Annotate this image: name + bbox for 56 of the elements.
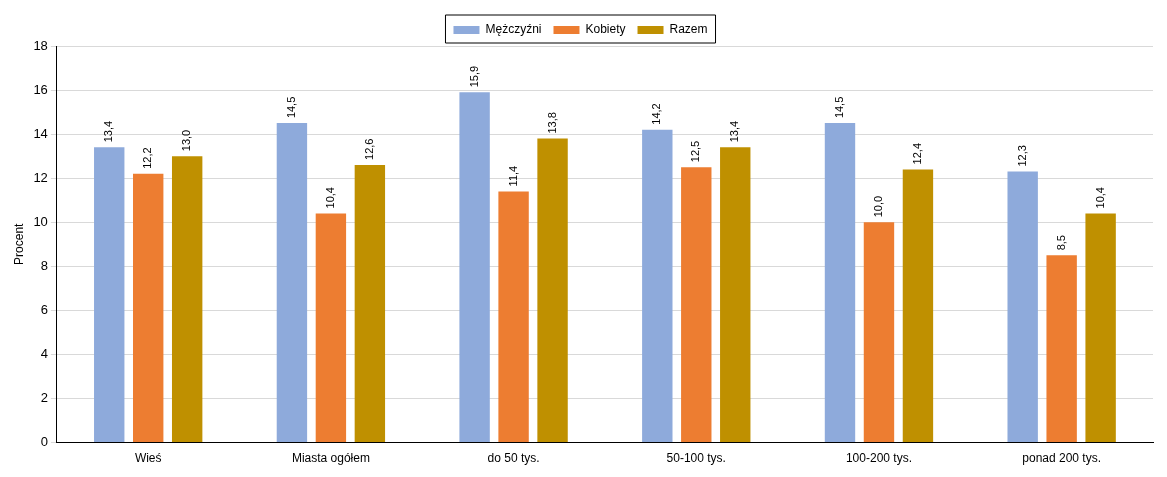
data-label: 15,9	[467, 65, 480, 88]
data-label: 10,0	[872, 195, 884, 218]
bar	[824, 123, 856, 443]
y-tick-label: 0	[40, 434, 48, 450]
y-axis-title: Procent	[11, 222, 26, 265]
y-tick-label: 16	[33, 81, 48, 97]
data-label: 14,5	[284, 96, 297, 119]
bar	[681, 167, 712, 443]
legend-label: Kobiety	[585, 22, 626, 37]
x-tick-label: Wieś	[134, 451, 162, 466]
y-tick-label: 14	[33, 125, 48, 141]
y-tick-label: 6	[40, 301, 48, 317]
data-label: 13,4	[102, 120, 115, 143]
x-tick-label: do 50 tys.	[487, 451, 540, 466]
x-tick-label: 100-200 tys.	[845, 451, 912, 466]
data-label: 11,4	[506, 165, 519, 187]
data-label: 12,2	[141, 147, 154, 169]
data-label: 10,4	[1093, 187, 1106, 209]
data-label: 14,2	[650, 103, 663, 125]
data-label: 12,3	[1015, 145, 1028, 167]
data-label: 12,4	[910, 142, 923, 165]
bar	[863, 222, 895, 443]
legend-label: Razem	[669, 22, 708, 37]
bar	[1007, 171, 1038, 443]
bar	[459, 92, 490, 443]
data-label: 12,6	[362, 138, 375, 160]
y-tick-label: 18	[33, 37, 48, 53]
x-tick-label: 50-100 tys.	[666, 451, 726, 466]
data-label: 12,5	[689, 140, 702, 163]
y-tick-label: 4	[40, 346, 48, 362]
bar	[315, 213, 347, 443]
bar	[902, 169, 934, 443]
data-label: 13,4	[728, 120, 741, 143]
x-tick-label: ponad 200 tys.	[1022, 451, 1102, 466]
data-label: 8,5	[1054, 235, 1067, 251]
bar	[133, 173, 164, 443]
bar	[537, 138, 568, 443]
data-label: 13,0	[180, 129, 193, 152]
bar	[276, 123, 308, 443]
data-label: 14,5	[833, 96, 846, 119]
legend-label: Mężczyźni	[485, 22, 542, 37]
bar	[171, 156, 203, 443]
data-label: 10,4	[323, 187, 336, 209]
data-label: 13,8	[545, 112, 558, 134]
bar	[354, 164, 386, 443]
y-tick-label: 10	[33, 213, 48, 229]
bar	[1085, 213, 1116, 443]
bar	[94, 147, 125, 443]
bar	[642, 129, 673, 443]
bar	[498, 191, 529, 443]
y-tick-label: 8	[40, 257, 48, 273]
bar	[720, 147, 751, 443]
bar	[1046, 255, 1077, 443]
y-tick-label: 2	[40, 390, 48, 406]
x-tick-label: Miasta ogółem	[291, 451, 370, 466]
y-tick-label: 12	[33, 169, 48, 185]
